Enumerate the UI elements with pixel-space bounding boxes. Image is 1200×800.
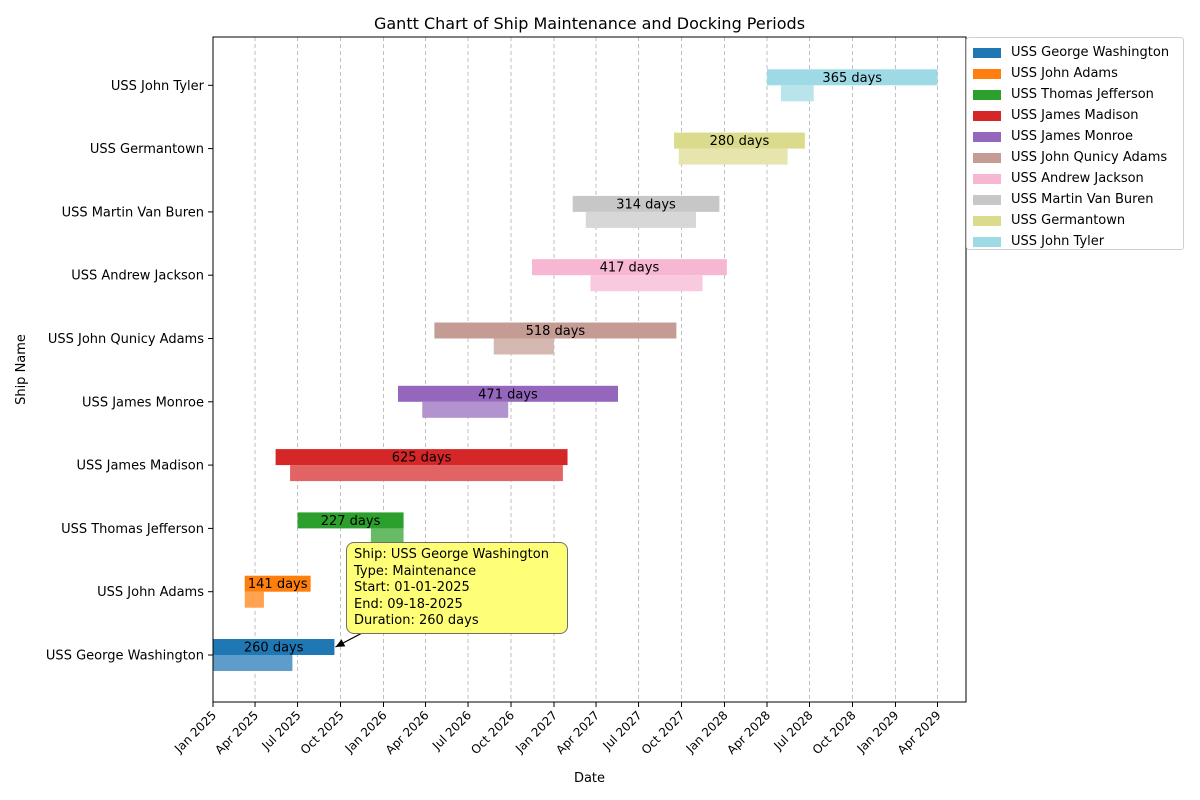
legend-label: USS John Qunicy Adams (1011, 150, 1168, 165)
tooltip-type: Type: Maintenance (354, 563, 477, 579)
legend-item: USS James Madison (973, 105, 1183, 126)
legend-label: USS John Tyler (1011, 234, 1105, 249)
y-tick-label: USS John Adams (97, 585, 204, 600)
y-tick-label: USS Martin Van Buren (62, 205, 204, 220)
tooltip-ship: Ship: USS George Washington (354, 547, 549, 562)
legend-item: USS George Washington (973, 42, 1183, 63)
maintenance-bar-uss-james-monroe (397, 385, 618, 402)
legend: USS George Washington USS John Adams USS T… (966, 37, 1184, 250)
legend-swatch (973, 173, 1001, 184)
legend-label: USS John Adams (1011, 66, 1118, 81)
legend-label: USS Andrew Jackson (1011, 171, 1144, 186)
legend-item: USS Germantown (973, 210, 1183, 231)
legend-swatch (973, 215, 1001, 226)
y-tick-label: USS James Monroe (82, 395, 204, 410)
legend-item: USS John Tyler (973, 231, 1183, 252)
y-tick-label: USS George Washington (46, 649, 204, 664)
legend-swatch (973, 47, 1001, 58)
maintenance-bar-uss-andrew-jackson (532, 259, 727, 276)
tooltip-end: End: 09-18-2025 (354, 596, 463, 612)
legend-swatch (973, 110, 1001, 121)
maintenance-bars (213, 69, 938, 655)
legend-item: USS Thomas Jefferson (973, 84, 1183, 105)
legend-item: USS Andrew Jackson (973, 168, 1183, 189)
docking-bar-uss-martin-van-buren (585, 211, 697, 228)
legend-item: USS James Monroe (973, 126, 1183, 147)
docking-bar-uss-thomas-jefferson (370, 528, 404, 545)
duration-label: 227 days (321, 514, 381, 529)
duration-labels: 260 days 141 days 227 days 625 days 471 days… (244, 71, 882, 656)
y-tick-label: USS Thomas Jefferson (61, 522, 204, 537)
legend-swatch (973, 68, 1001, 79)
x-axis-label: Date (574, 771, 605, 786)
tooltip-start: Start: 01-01-2025 (354, 580, 470, 595)
maintenance-bar-uss-james-madison (275, 449, 568, 466)
duration-label: 260 days (244, 641, 304, 656)
y-tick-label: USS John Tyler (111, 79, 205, 94)
legend-swatch (973, 152, 1001, 163)
grid-lines (212, 37, 939, 702)
annotation-tooltip: Ship: USS George Washington Type: Mainte… (346, 542, 568, 634)
legend-swatch (973, 194, 1001, 205)
legend-swatch (973, 89, 1001, 100)
maintenance-bar-uss-george-washington (213, 639, 335, 655)
duration-label: 417 days (600, 261, 660, 276)
legend-swatch (973, 236, 1001, 247)
docking-bar-uss-john-qunicy-adams (493, 338, 554, 355)
docking-bars (213, 85, 814, 671)
duration-label: 280 days (710, 134, 770, 149)
legend-label: USS George Washington (1011, 45, 1170, 60)
chart-title: Gantt Chart of Ship Maintenance and Dock… (374, 14, 805, 33)
docking-bar-uss-john-tyler (781, 85, 814, 102)
docking-bar-uss-john-adams (244, 591, 264, 608)
tooltip-duration: Duration: 260 days (354, 613, 479, 628)
docking-bar-uss-george-washington (213, 655, 293, 671)
duration-label: 141 days (248, 577, 308, 592)
legend-label: USS Thomas Jefferson (1011, 87, 1154, 102)
legend-label: USS James Madison (1011, 108, 1139, 123)
legend-label: USS James Monroe (1011, 129, 1133, 144)
maintenance-bar-uss-john-qunicy-adams (434, 322, 677, 339)
docking-bar-uss-james-monroe (422, 401, 509, 418)
legend-label: USS Martin Van Buren (1011, 192, 1154, 207)
duration-label: 314 days (616, 197, 676, 212)
duration-label: 625 days (392, 451, 452, 466)
maintenance-bar-uss-john-adams (244, 575, 311, 592)
duration-label: 365 days (822, 71, 882, 86)
maintenance-bar-uss-germantown (674, 132, 805, 149)
legend-item: USS John Adams (973, 63, 1183, 84)
legend-item: USS John Qunicy Adams (973, 147, 1183, 168)
y-tick-label: USS John Qunicy Adams (48, 332, 204, 347)
maintenance-bar-uss-thomas-jefferson (297, 512, 404, 529)
y-tick-label: USS James Madison (76, 459, 204, 474)
maintenance-bar-uss-john-tyler (767, 69, 938, 86)
y-tick-label: USS Germantown (90, 142, 204, 157)
docking-bar-uss-james-madison (290, 465, 563, 482)
docking-bar-uss-germantown (678, 148, 788, 165)
legend-item: USS Martin Van Buren (973, 189, 1183, 210)
y-axis-ticks: USS George Washington USS John Adams USS T… (46, 79, 213, 664)
duration-label: 518 days (526, 324, 586, 339)
legend-swatch (973, 131, 1001, 142)
legend-label: USS Germantown (1011, 213, 1126, 228)
annotation-arrowhead (335, 639, 346, 647)
plot-area-frame (212, 36, 967, 703)
y-tick-label: USS Andrew Jackson (71, 269, 204, 284)
maintenance-bar-uss-martin-van-buren (572, 195, 720, 212)
docking-bar-uss-andrew-jackson (590, 275, 703, 292)
y-axis-label: Ship Name (14, 334, 29, 405)
duration-label: 471 days (478, 387, 538, 402)
